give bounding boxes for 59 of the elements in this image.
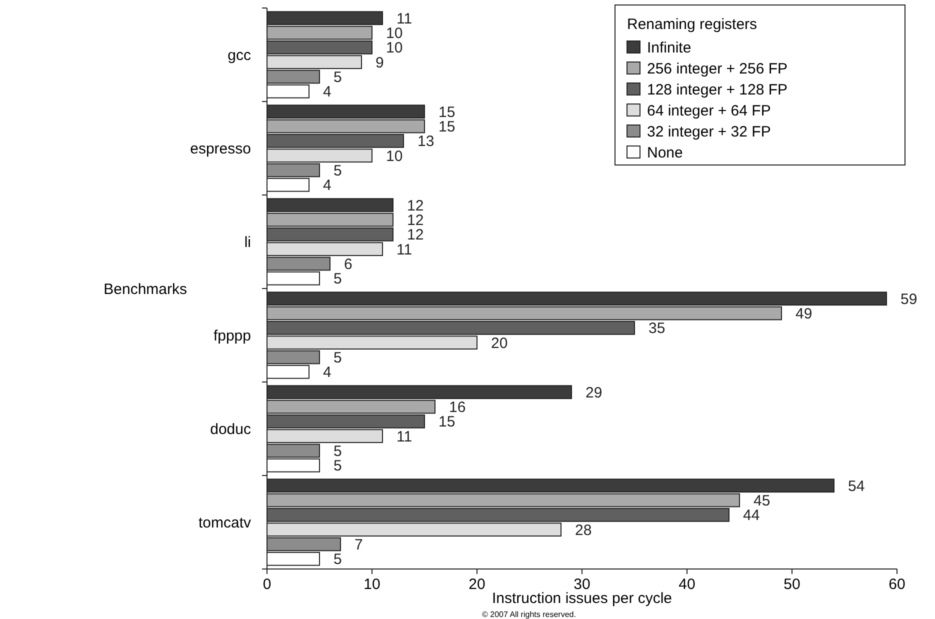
- legend-label: None: [647, 144, 683, 162]
- data-label: 49: [796, 306, 812, 323]
- data-label: 15: [438, 104, 456, 121]
- data-label: 15: [438, 414, 456, 431]
- legend-label: 64 integer + 64 FP: [647, 102, 771, 120]
- data-label: 35: [648, 320, 666, 338]
- data-label: 5: [334, 442, 342, 460]
- data-label: 44: [743, 507, 760, 524]
- data-label: 12: [407, 197, 424, 214]
- data-label: 5: [334, 68, 342, 86]
- data-label: 16: [449, 399, 466, 416]
- y-tick-label: li: [244, 234, 251, 251]
- x-tick-label: 10: [364, 576, 380, 593]
- y-tick-label: gcc: [228, 47, 252, 64]
- data-label: 4: [323, 177, 332, 194]
- legend-label: 256 integer + 256 FP: [647, 60, 788, 78]
- x-tick-label: 50: [784, 576, 800, 593]
- data-label: 6: [344, 256, 352, 273]
- data-label: 12: [407, 212, 424, 230]
- x-tick-label: 20: [468, 576, 486, 593]
- data-label: 54: [848, 478, 865, 495]
- data-label: 10: [386, 40, 403, 57]
- x-tick-label: 60: [888, 576, 906, 593]
- data-label: 5: [334, 349, 342, 366]
- y-tick-label: tomcatv: [198, 514, 252, 532]
- data-label: 12: [407, 226, 424, 244]
- data-label: 11: [396, 241, 412, 258]
- data-label: 10: [386, 25, 403, 42]
- x-axis-title: Instruction issues per cycle: [492, 590, 672, 607]
- data-label: 5: [334, 458, 342, 475]
- y-tick-label: fpppp: [213, 328, 251, 344]
- data-label: 5: [334, 270, 342, 288]
- data-label: 4: [323, 84, 332, 101]
- y-tick-label: espresso: [190, 140, 251, 158]
- x-tick-label: 0: [262, 576, 272, 593]
- data-label: 9: [376, 54, 384, 72]
- x-tick-label: 30: [574, 576, 590, 593]
- data-label: 59: [900, 290, 918, 308]
- data-label: 15: [438, 118, 456, 136]
- data-label: 7: [354, 536, 363, 554]
- data-label: 45: [754, 492, 770, 510]
- data-label: 11: [396, 428, 412, 446]
- data-label: 28: [575, 522, 592, 539]
- data-label: 29: [586, 384, 602, 402]
- legend-label: 128 integer + 128 FP: [647, 81, 788, 98]
- data-label: 20: [491, 334, 508, 352]
- legend-label: 32 integer + 32 FP: [647, 123, 771, 140]
- data-label: 11: [396, 10, 412, 28]
- text: © 2007 All rights reserved.: [482, 610, 576, 619]
- data-label: 13: [418, 133, 434, 150]
- data-label: 5: [334, 162, 342, 180]
- data-label: 10: [386, 148, 403, 165]
- legend-title: Renaming registers: [627, 16, 758, 33]
- legend-label: Infinite: [647, 39, 692, 56]
- data-label: 4: [323, 364, 332, 382]
- data-label: 5: [334, 551, 342, 568]
- x-tick-label: 40: [678, 576, 696, 593]
- y-axis-title: Benchmarks: [104, 280, 187, 298]
- y-tick-label: doduc: [210, 421, 252, 438]
